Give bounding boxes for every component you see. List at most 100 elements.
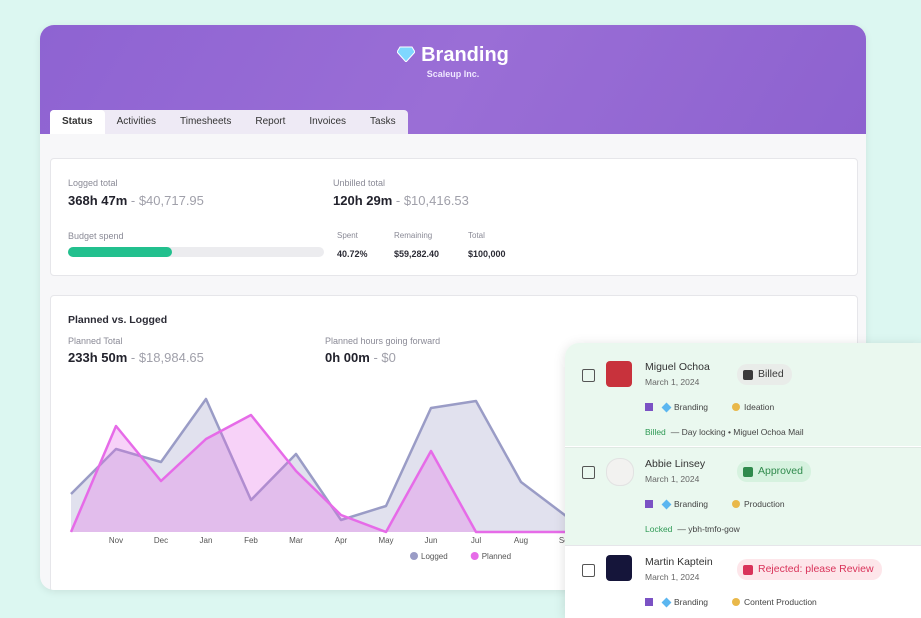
tab[interactable]: Invoices bbox=[309, 116, 347, 127]
progress-fill bbox=[68, 247, 173, 257]
area bbox=[71, 399, 566, 532]
diamond-icon bbox=[661, 499, 672, 509]
avatar bbox=[606, 458, 634, 486]
value: 40.72% bbox=[337, 249, 368, 259]
project-swatch bbox=[645, 403, 653, 411]
entry-name: Miguel Ochoa bbox=[645, 361, 710, 373]
status: Approved bbox=[758, 465, 803, 477]
tab[interactable]: Activities bbox=[116, 116, 157, 127]
legend-swatch bbox=[410, 552, 418, 560]
task: Content Production bbox=[744, 597, 817, 607]
line bbox=[69, 413, 566, 534]
task: Production bbox=[744, 499, 785, 509]
tab[interactable]: Status bbox=[50, 110, 105, 134]
status: Rejected: please Review bbox=[758, 563, 874, 575]
entry-name: Abbie Linsey bbox=[645, 458, 706, 470]
project-card: Branding Scaleup Inc. Status Activities Ti… bbox=[40, 25, 866, 590]
tab[interactable]: Report bbox=[255, 116, 286, 127]
entry-name: Martin Kaptein bbox=[645, 556, 713, 568]
chart-title: Planned vs. Logged bbox=[68, 314, 168, 326]
task-icon bbox=[732, 598, 740, 606]
unbilled-total: 120h 29m - $10,416.53 bbox=[333, 193, 469, 208]
status-icon bbox=[743, 466, 753, 477]
label: Unbilled total bbox=[333, 178, 386, 188]
amount: - $0 bbox=[373, 350, 396, 365]
checkbox[interactable] bbox=[582, 466, 595, 479]
note-status: Billed bbox=[645, 427, 666, 437]
legend-label: Logged bbox=[421, 552, 448, 561]
logged-total: 368h 47m - $40,717.95 bbox=[68, 193, 204, 208]
line bbox=[70, 397, 567, 522]
x-tick-label: Aug bbox=[514, 536, 528, 545]
x-tick-label: Feb bbox=[244, 536, 258, 545]
hours: 120h 29m bbox=[333, 193, 393, 208]
task: Ideation bbox=[744, 402, 775, 412]
task-icon bbox=[732, 403, 740, 411]
hours: 368h 47m bbox=[68, 193, 128, 208]
tab[interactable]: Tasks bbox=[370, 116, 396, 127]
legend-swatch bbox=[470, 552, 479, 560]
avatar bbox=[606, 361, 632, 387]
note-text: — ybh-tmfo-gow bbox=[677, 524, 740, 534]
progress-track bbox=[68, 247, 324, 257]
status-badge: Billed bbox=[737, 364, 792, 385]
hours: 233h 50m bbox=[68, 350, 128, 365]
area bbox=[71, 415, 566, 532]
status-icon bbox=[743, 564, 753, 575]
label: Planned hours going forward bbox=[325, 336, 441, 346]
label: Spent bbox=[337, 231, 358, 240]
diamond-icon bbox=[661, 402, 672, 412]
title-row: Branding bbox=[40, 44, 866, 67]
note: Billed — Day locking • Miguel Ochoa Mail bbox=[645, 427, 804, 437]
summary-panel: Logged total 368h 47m - $40,717.95 Unbil… bbox=[50, 158, 858, 276]
avatar bbox=[606, 555, 632, 581]
status-icon bbox=[743, 369, 753, 380]
diamond-icon bbox=[661, 597, 672, 607]
amount: - $40,717.95 bbox=[130, 193, 204, 208]
note-status: Locked bbox=[645, 524, 673, 534]
task-tag: Production bbox=[732, 499, 785, 509]
checkbox[interactable] bbox=[582, 369, 595, 382]
project: Branding bbox=[674, 499, 709, 509]
project-swatch bbox=[645, 500, 653, 508]
timesheet-list: Miguel Ochoa March 1, 2024 Billed Branding I… bbox=[565, 343, 921, 618]
project-tag: Branding bbox=[661, 402, 708, 412]
subtitle: Scaleup Inc. bbox=[426, 69, 480, 79]
header: Branding Scaleup Inc. Status Activities Ti… bbox=[40, 25, 866, 134]
status-badge: Rejected: please Review bbox=[737, 559, 882, 580]
entry-bg bbox=[565, 343, 921, 446]
tab-bar: Status Activities Timesheets Report Invoices… bbox=[50, 110, 408, 134]
x-tick-label: Jul bbox=[471, 536, 481, 545]
x-tick-label: Apr bbox=[335, 536, 348, 545]
legend-label: Planned bbox=[482, 552, 511, 561]
x-tick-label: Dec bbox=[154, 536, 168, 545]
tab[interactable]: Timesheets bbox=[180, 116, 232, 127]
project-swatch bbox=[645, 598, 653, 606]
task-tag: Ideation bbox=[732, 402, 774, 412]
project: Branding bbox=[674, 597, 709, 607]
x-tick-label: May bbox=[378, 536, 393, 545]
note: Locked — ybh-tmfo-gow bbox=[645, 524, 740, 534]
status: Billed bbox=[758, 368, 784, 380]
hours: 0h 00m bbox=[325, 350, 370, 365]
checkbox[interactable] bbox=[582, 564, 595, 577]
label: Planned Total bbox=[68, 336, 123, 346]
diamond-icon bbox=[396, 46, 416, 63]
title: Branding bbox=[421, 44, 509, 66]
label: Budget spend bbox=[68, 231, 124, 241]
project-tag: Branding bbox=[661, 597, 709, 607]
amount: - $10,416.53 bbox=[395, 193, 469, 208]
label: Total bbox=[468, 231, 485, 240]
x-tick-label: Nov bbox=[109, 536, 123, 545]
project-tag: Branding bbox=[661, 499, 709, 509]
entry-date: March 1, 2024 bbox=[645, 474, 700, 484]
amount: - $18,984.65 bbox=[130, 350, 204, 365]
planned-total: 233h 50m - $18,984.65 bbox=[68, 350, 204, 365]
note-text: — Day locking • Miguel Ochoa Mail bbox=[670, 427, 804, 437]
x-tick-label: Jun bbox=[425, 536, 438, 545]
forward-total: 0h 00m - $0 bbox=[325, 350, 396, 365]
task-tag: Content Production bbox=[732, 597, 817, 607]
entry-date: March 1, 2024 bbox=[645, 572, 700, 582]
